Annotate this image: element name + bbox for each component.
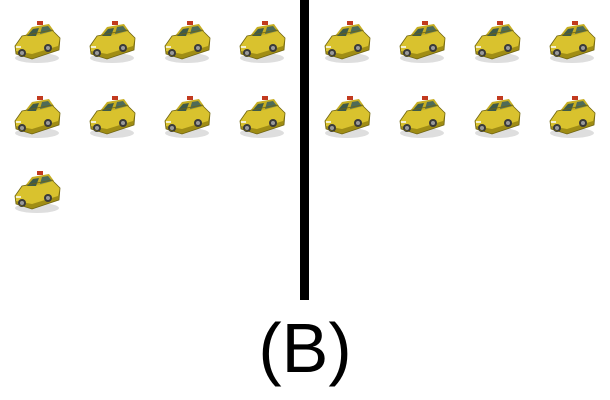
taxi-icon bbox=[162, 18, 212, 66]
taxi-icon bbox=[397, 18, 447, 66]
taxi-group-right bbox=[322, 18, 597, 141]
taxi-icon bbox=[472, 93, 522, 141]
taxi-icon bbox=[397, 93, 447, 141]
taxi-icon bbox=[322, 93, 372, 141]
caption-label: (B) bbox=[258, 309, 352, 387]
taxi-icon bbox=[237, 18, 287, 66]
taxi-icon bbox=[12, 18, 62, 66]
taxi-icon bbox=[87, 93, 137, 141]
taxi-icon bbox=[322, 18, 372, 66]
taxi-icon bbox=[162, 93, 212, 141]
taxi-icon bbox=[547, 18, 597, 66]
taxi-icon bbox=[547, 93, 597, 141]
taxi-icon bbox=[87, 18, 137, 66]
taxi-group-left bbox=[12, 18, 287, 216]
taxi-icon bbox=[237, 93, 287, 141]
divider-line bbox=[300, 0, 309, 300]
taxi-icon bbox=[472, 18, 522, 66]
taxi-icon bbox=[12, 168, 62, 216]
taxi-icon bbox=[12, 93, 62, 141]
